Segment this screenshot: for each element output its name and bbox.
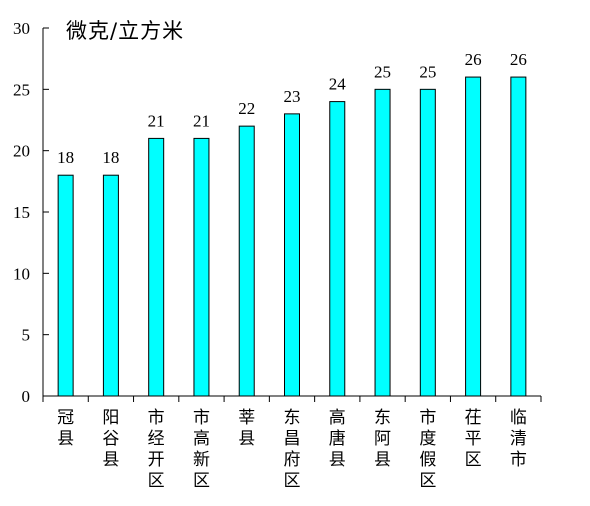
data-label: 24 [329, 75, 347, 94]
category-label: 市度假区 [419, 408, 436, 491]
y-tick-label: 15 [13, 203, 30, 222]
category-label: 东昌府区 [284, 408, 301, 491]
bar [284, 113, 300, 397]
bar-series [57, 76, 527, 397]
data-label: 26 [510, 50, 527, 69]
data-label: 25 [374, 62, 391, 81]
bar [102, 174, 119, 397]
y-tick-label: 10 [13, 264, 30, 283]
bar [238, 125, 255, 397]
data-label: 23 [284, 87, 301, 106]
category-label: 东阿县 [374, 408, 391, 470]
y-axis-unit-label: 微克/立方米 [66, 19, 184, 43]
category-label: 高唐县 [329, 408, 346, 470]
category-label: 市经开区 [148, 408, 165, 491]
bar [465, 76, 482, 397]
bar [374, 88, 391, 397]
data-label: 18 [57, 148, 74, 167]
y-tick-label: 0 [22, 387, 31, 406]
data-labels: 18 18 21 21 22 23 24 25 25 26 26 [57, 50, 527, 167]
bar [419, 88, 436, 397]
data-label: 26 [465, 50, 482, 69]
bar [510, 76, 527, 397]
category-label: 市高新区 [193, 408, 210, 491]
data-label: 18 [102, 148, 119, 167]
bar [329, 101, 346, 397]
category-label: 茌平区 [465, 408, 482, 470]
y-tick-label: 25 [13, 80, 30, 99]
bar [148, 137, 165, 397]
data-label: 21 [193, 111, 210, 130]
category-label: 莘县 [238, 408, 255, 449]
category-label: 临清市 [510, 408, 527, 470]
data-label: 22 [238, 99, 255, 118]
category-label: 冠县 [57, 408, 74, 449]
data-label: 25 [419, 62, 436, 81]
category-labels: 冠县 阳谷县 市经开区 市高新区 莘县 东昌府区 高唐县 东阿县 市度假区 茌平区 临清市 [57, 408, 527, 491]
data-label: 21 [148, 111, 165, 130]
y-tick-label: 5 [22, 326, 31, 345]
y-tick-label: 20 [13, 142, 30, 161]
y-axis-ticks: 0 5 10 15 20 25 30 [13, 19, 49, 406]
category-label: 阳谷县 [102, 408, 119, 470]
y-tick-label: 30 [13, 19, 30, 38]
bar [57, 174, 74, 397]
x-axis-ticks [42, 396, 542, 402]
bar [193, 137, 210, 397]
